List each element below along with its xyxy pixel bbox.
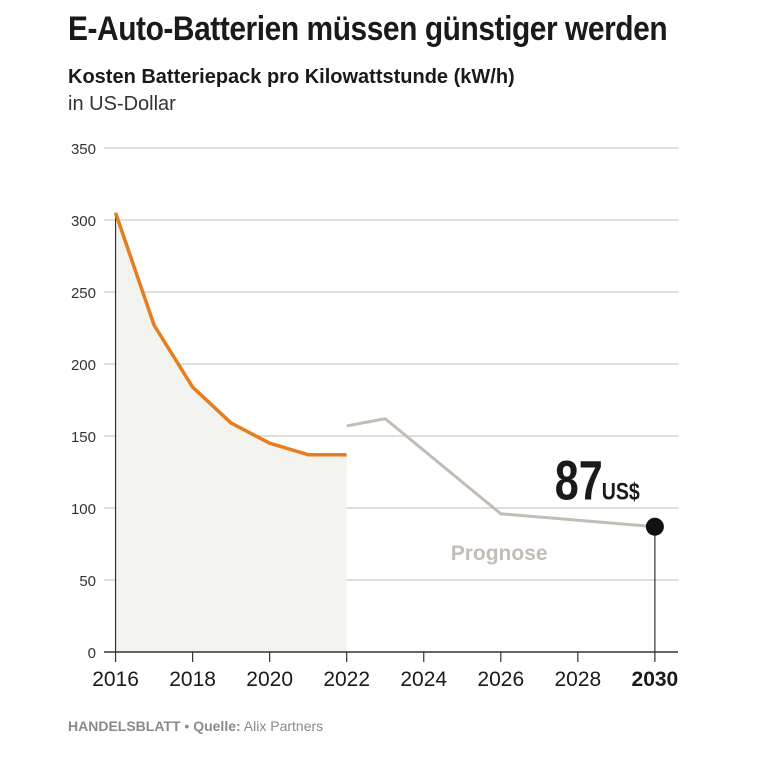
series-lines [113, 212, 664, 652]
x-tick-label: 2028 [554, 668, 601, 691]
y-tick-label: 250 [71, 285, 96, 302]
y-tick-label: 0 [88, 645, 96, 662]
annotations: Prognose 87 US$ [451, 448, 641, 564]
forecast-label: Prognose [451, 542, 548, 565]
y-tick-label: 100 [71, 501, 96, 518]
y-tick-label: 300 [71, 213, 96, 230]
unit-label: in US-Dollar [68, 93, 176, 115]
y-tick-label: 150 [71, 429, 96, 446]
end-value-label: 87 [555, 448, 603, 511]
y-tick-label: 50 [79, 573, 96, 590]
source-label: Quelle: [193, 718, 241, 734]
x-tick-label: 2026 [477, 668, 524, 691]
source-name: Alix Partners [240, 718, 324, 734]
end-unit-label: US$ [602, 478, 641, 505]
actual-area [115, 212, 347, 653]
forecast-series-line [346, 417, 656, 529]
end-marker-dot [645, 517, 664, 536]
x-tick-label: 2020 [246, 668, 293, 691]
x-tick-label: 2016 [92, 668, 139, 691]
line-chart: 0 50 100 150 200 250 300 350 2016 2018 2020 2022 202… [71, 141, 678, 691]
brand-label: HANDELSBLATT [68, 718, 181, 734]
chart-area: 0 50 100 150 200 250 300 350 2016 2018 2020 2022 202… [0, 130, 760, 705]
actual-series-line [113, 212, 347, 457]
y-tick-label: 350 [71, 141, 96, 158]
axes: 0 50 100 150 200 250 300 350 2016 2018 2020 2022 202… [71, 141, 678, 691]
x-tick-label: 2024 [400, 668, 447, 691]
source-footer: HANDELSBLATT • Quelle: Alix Partners [68, 718, 323, 734]
x-tick-label: 2022 [323, 668, 370, 691]
chart-title: E-Auto-Batterien müssen günstiger werden [68, 10, 668, 48]
chart-subtitle: Kosten Batteriepack pro Kilowattstunde (… [68, 66, 515, 88]
y-tick-label: 200 [71, 357, 96, 374]
area-fill [115, 212, 347, 653]
x-tick-label: 2030 [632, 668, 679, 691]
footer-separator: • [180, 718, 194, 734]
x-tick-label: 2018 [169, 668, 216, 691]
